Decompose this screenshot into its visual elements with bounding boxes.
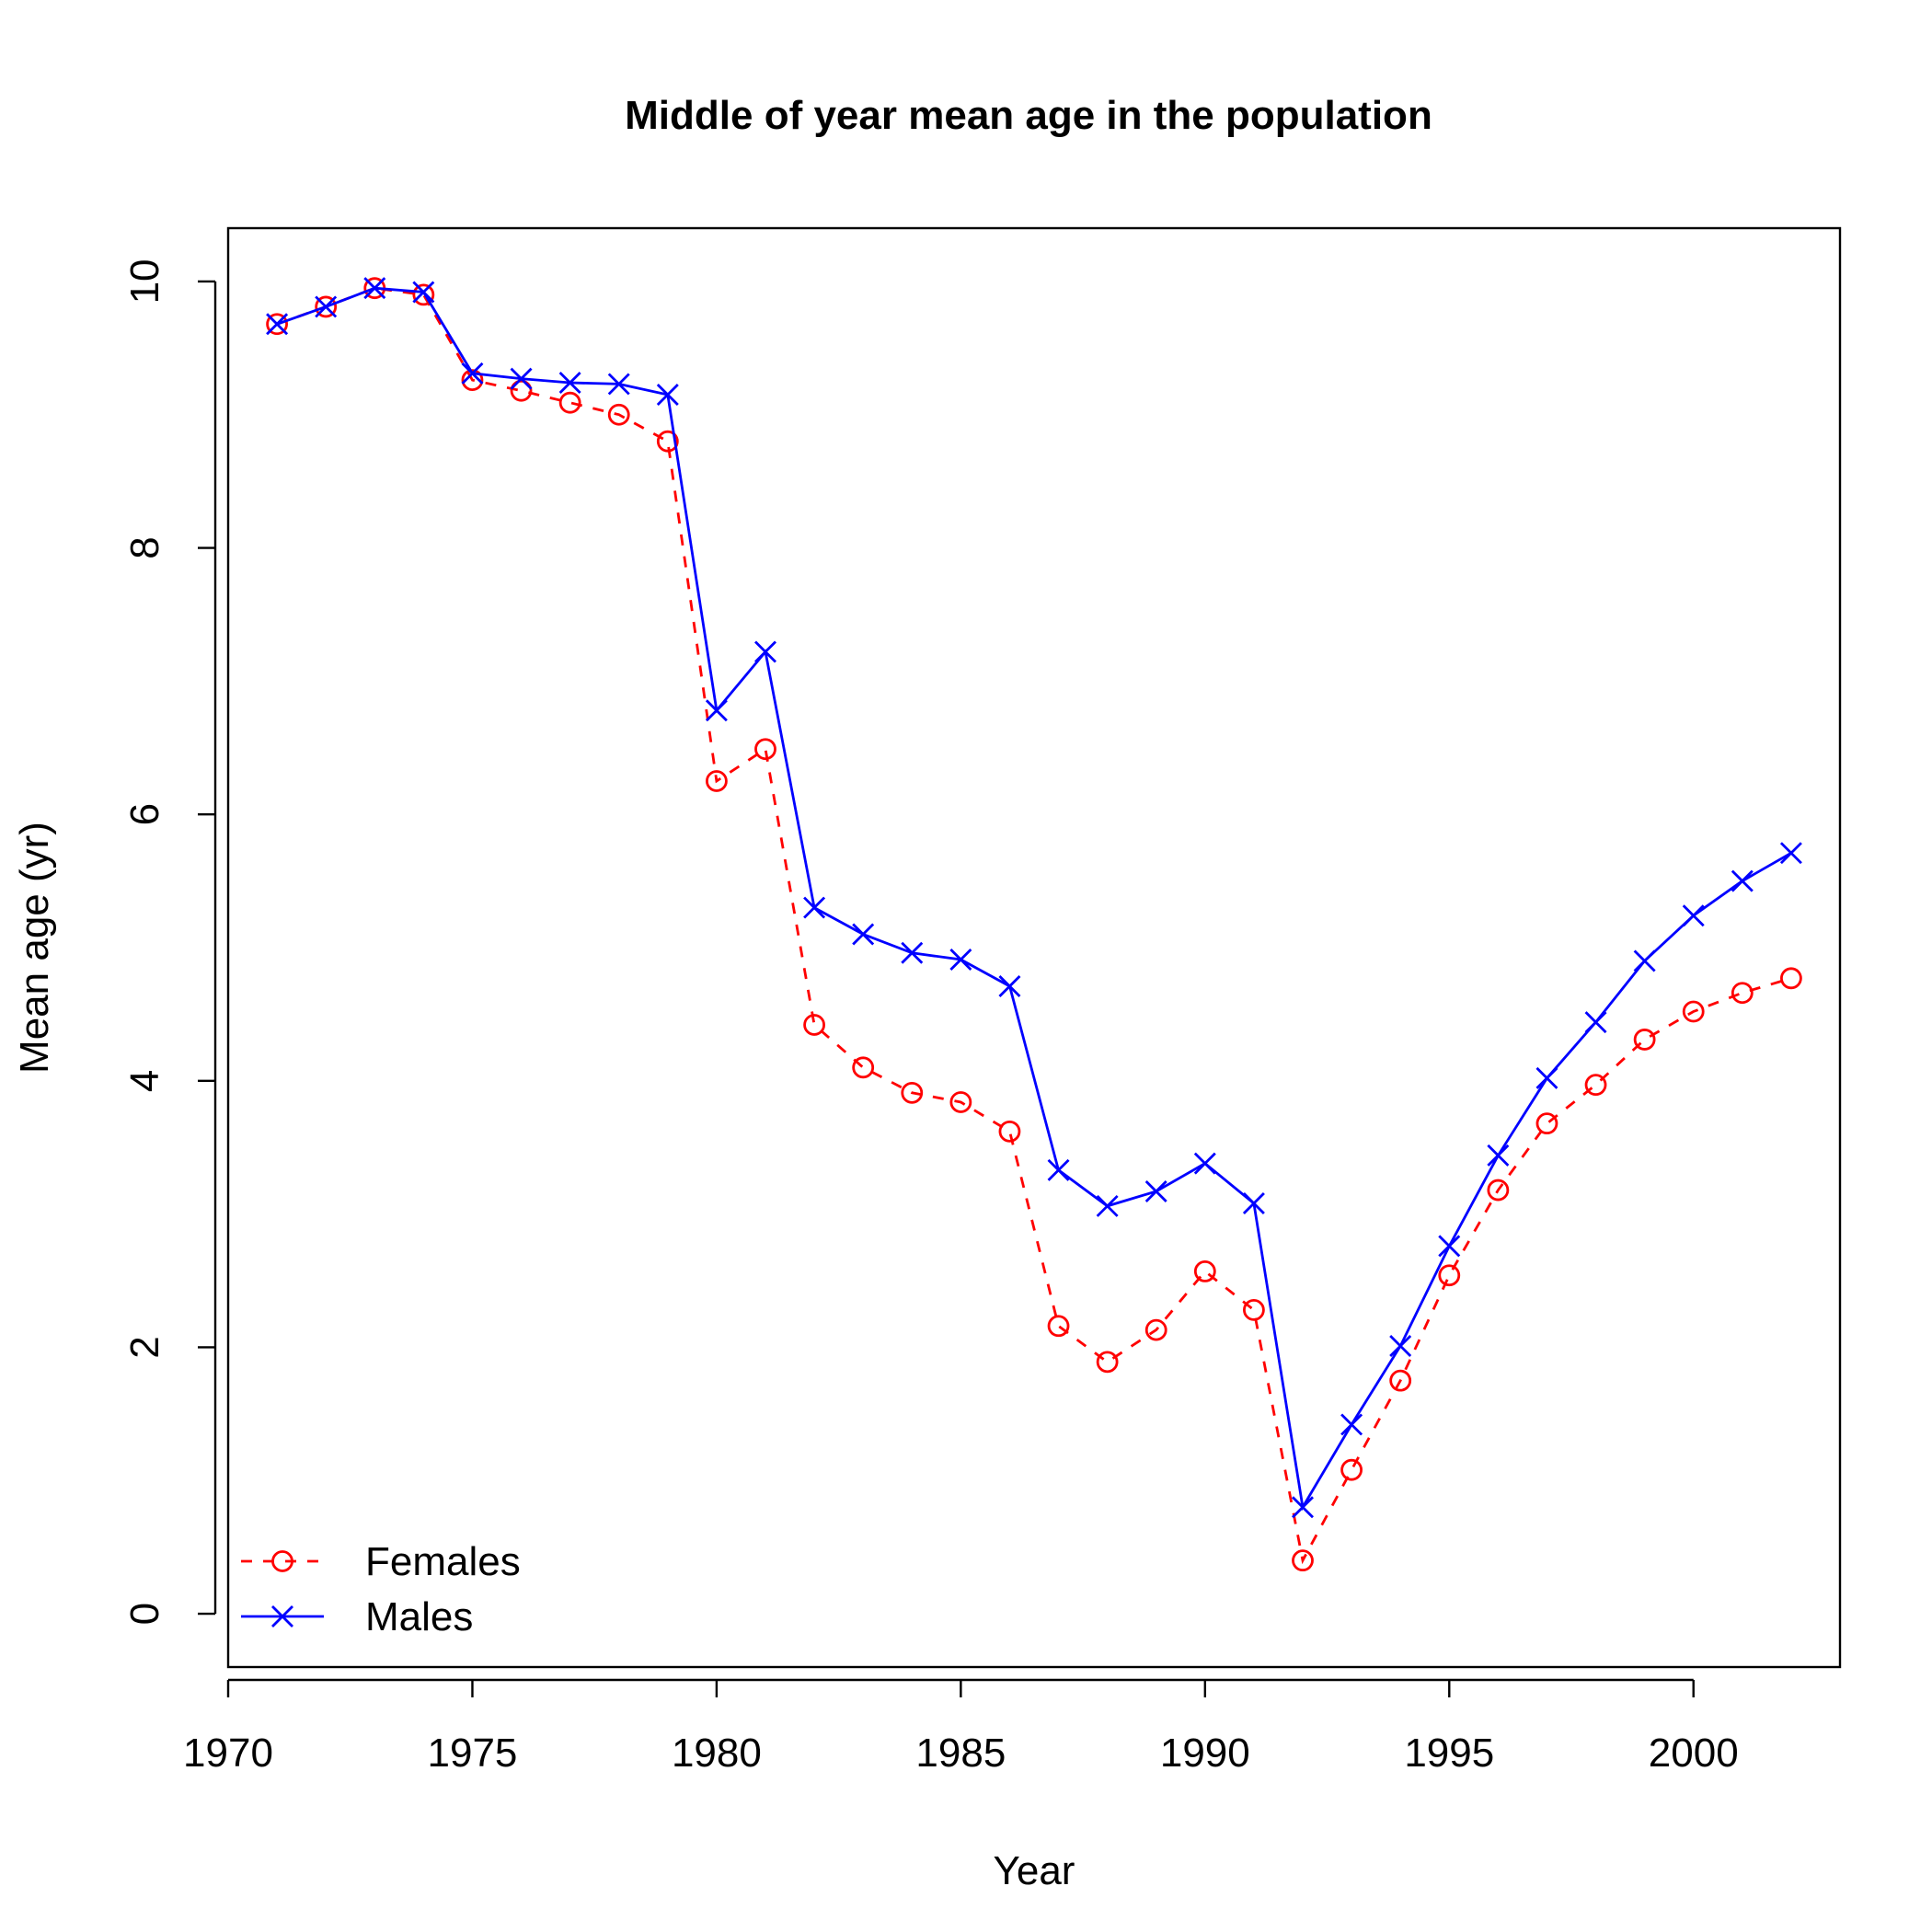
- x-tick-label: 1985: [915, 1731, 1006, 1776]
- data-point-females: [1389, 1369, 1412, 1392]
- data-point-males: [363, 277, 386, 300]
- data-point-males: [1340, 1413, 1363, 1436]
- data-point-males: [1193, 1152, 1216, 1175]
- data-point-females: [510, 379, 533, 402]
- data-point-females: [656, 430, 679, 453]
- data-point-females: [1340, 1458, 1363, 1481]
- x-tick-label: 1990: [1160, 1731, 1250, 1776]
- series-females: [266, 277, 1802, 1572]
- data-point-females: [558, 391, 581, 414]
- data-point-males: [803, 896, 826, 919]
- legend-item-females: Females: [241, 1539, 521, 1584]
- data-point-males: [461, 362, 484, 385]
- data-point-females: [1144, 1318, 1167, 1341]
- series-line-males: [276, 286, 1792, 1512]
- data-point-males: [607, 373, 630, 396]
- data-point-males: [1242, 1192, 1265, 1215]
- data-point-males: [266, 313, 289, 336]
- y-tick-label: 0: [122, 1603, 167, 1625]
- data-point-males: [1779, 842, 1802, 865]
- data-point-males: [998, 975, 1021, 997]
- data-point-females: [1633, 1029, 1656, 1051]
- data-point-males: [656, 384, 679, 407]
- series-line-females: [276, 286, 1792, 1565]
- data-point-males: [1047, 1158, 1070, 1181]
- y-tick-label: 4: [122, 1070, 167, 1092]
- data-point-females: [852, 1056, 875, 1079]
- data-point-males: [1682, 904, 1705, 927]
- legend-marker-females: [271, 1550, 293, 1572]
- data-point-males: [412, 281, 435, 304]
- data-point-males: [901, 941, 924, 964]
- data-point-males: [705, 699, 728, 722]
- x-tick-label: 2000: [1649, 1731, 1739, 1776]
- data-point-females: [949, 1091, 972, 1113]
- data-point-females: [412, 283, 435, 306]
- data-point-females: [1243, 1298, 1265, 1321]
- data-point-males: [558, 371, 581, 394]
- data-point-females: [1731, 982, 1754, 1005]
- legend-label-females: Females: [365, 1539, 521, 1584]
- x-tick-label: 1975: [428, 1731, 518, 1776]
- series-layer: [266, 277, 1802, 1572]
- data-point-males: [1731, 869, 1754, 892]
- data-point-males: [754, 640, 776, 663]
- y-tick-label: 8: [122, 536, 167, 558]
- y-axis: 0 2 4 6 8 10: [122, 259, 217, 1625]
- data-point-males: [1487, 1144, 1510, 1167]
- data-point-females: [1535, 1112, 1558, 1135]
- data-point-females: [706, 770, 728, 792]
- legend-marker-males: [271, 1605, 293, 1627]
- data-point-males: [510, 367, 533, 390]
- data-point-females: [1487, 1179, 1510, 1202]
- data-point-males: [1144, 1180, 1167, 1202]
- data-point-males: [852, 923, 875, 946]
- x-tick-label: 1980: [672, 1731, 762, 1776]
- y-tick-label: 2: [122, 1336, 167, 1358]
- data-point-females: [1780, 967, 1802, 990]
- data-point-females: [803, 1014, 825, 1036]
- y-tick-label: 6: [122, 803, 167, 825]
- data-point-females: [315, 295, 338, 318]
- x-axis: 1970 1975 1980 1985 1990 1995 2000: [183, 1678, 1739, 1776]
- data-point-females: [266, 313, 288, 336]
- x-axis-label: Year: [994, 1848, 1075, 1893]
- data-point-females: [1682, 1000, 1705, 1023]
- data-point-females: [1584, 1074, 1607, 1097]
- data-point-males: [1292, 1496, 1314, 1519]
- data-point-females: [1096, 1351, 1119, 1374]
- x-tick-label: 1970: [183, 1731, 273, 1776]
- data-point-males: [1096, 1194, 1119, 1217]
- legend: Females Males: [241, 1539, 521, 1639]
- data-point-females: [1193, 1260, 1216, 1282]
- data-point-females: [1438, 1264, 1461, 1287]
- data-point-females: [754, 738, 776, 761]
- legend-label-males: Males: [365, 1594, 473, 1639]
- chart-title: Middle of year mean age in the populatio…: [625, 93, 1432, 138]
- data-point-females: [607, 403, 630, 426]
- data-point-females: [1047, 1315, 1070, 1338]
- data-point-males: [949, 949, 972, 972]
- data-point-males: [1535, 1066, 1558, 1089]
- y-tick-label: 10: [122, 259, 167, 304]
- data-point-females: [901, 1081, 924, 1104]
- legend-item-males: Males: [241, 1594, 473, 1639]
- data-point-females: [461, 369, 484, 391]
- data-point-males: [1633, 949, 1656, 972]
- data-point-females: [998, 1120, 1021, 1143]
- plot-frame: [226, 226, 1842, 1669]
- data-point-females: [1292, 1549, 1314, 1572]
- data-point-males: [1438, 1235, 1461, 1258]
- data-point-males: [1389, 1335, 1412, 1357]
- data-point-males: [315, 295, 338, 318]
- data-point-males: [1584, 1011, 1607, 1034]
- y-axis-label: Mean age (yr): [12, 822, 57, 1074]
- x-tick-label: 1995: [1404, 1731, 1494, 1776]
- series-males: [266, 277, 1802, 1519]
